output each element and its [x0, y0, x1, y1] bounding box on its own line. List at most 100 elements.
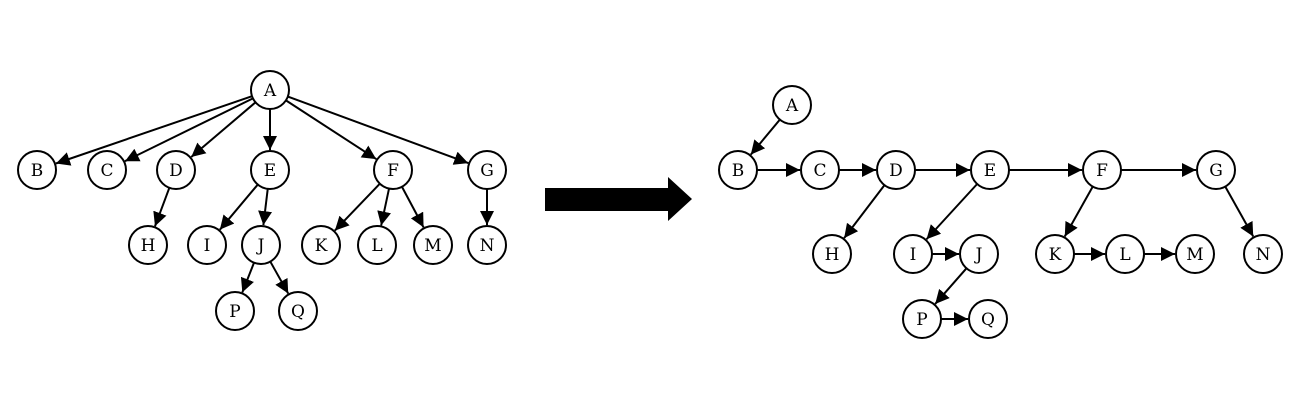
left-tree-nodes: A B C D E F G H I J K L M N P Q [17, 70, 507, 331]
right-edge-a-b [750, 118, 781, 156]
right-node-n: N [1243, 234, 1283, 274]
left-edge-d-h [153, 187, 171, 227]
left-node-label: G [480, 161, 494, 181]
left-node-circle [128, 225, 168, 265]
left-node-h: H [128, 225, 168, 265]
left-edge-f-m [401, 186, 425, 228]
left-node-circle [215, 291, 255, 331]
left-node-label: K [315, 236, 328, 256]
left-node-f: F [373, 150, 413, 190]
right-node-circle [902, 299, 942, 339]
right-node-circle [718, 150, 758, 190]
right-edge-g-n [1224, 186, 1255, 238]
right-node-circle [968, 299, 1008, 339]
left-edge-a-d [190, 101, 257, 158]
left-node-circle [413, 225, 453, 265]
left-node-circle [301, 225, 341, 265]
left-node-circle [278, 291, 318, 331]
right-node-label: B [732, 161, 745, 181]
left-edge-e-j [258, 188, 273, 226]
left-edge-f-l [377, 188, 391, 226]
right-node-label: M [1186, 245, 1203, 265]
left-node-label: F [387, 161, 399, 181]
left-node-circle [250, 70, 290, 110]
right-node-g: G [1196, 150, 1236, 190]
left-node-circle [467, 225, 507, 265]
right-node-q: Q [968, 299, 1008, 339]
left-node-label: B [31, 161, 44, 181]
left-tree-edges [55, 95, 494, 295]
right-node-label: J [974, 245, 983, 265]
left-node-l: L [357, 225, 397, 265]
right-node-label: I [910, 245, 917, 265]
left-node-circle [187, 225, 227, 265]
right-node-m: M [1175, 234, 1215, 274]
left-node-label: Q [291, 302, 305, 322]
right-node-p: P [902, 299, 942, 339]
left-node-b: B [17, 150, 57, 190]
left-node-g: G [467, 150, 507, 190]
right-node-e: E [970, 150, 1010, 190]
right-node-circle [970, 150, 1010, 190]
left-node-circle [156, 150, 196, 190]
left-edge-e-i [219, 183, 259, 231]
right-node-label: N [1256, 245, 1271, 265]
left-node-c: C [87, 150, 127, 190]
right-node-label: E [984, 161, 996, 181]
right-node-i: I [893, 234, 933, 274]
left-node-circle [17, 150, 57, 190]
left-node-label: E [264, 161, 276, 181]
right-node-circle [1105, 234, 1145, 274]
right-node-l: L [1105, 234, 1145, 274]
left-node-label: A [263, 81, 277, 101]
left-node-label: N [480, 236, 495, 256]
left-node-label: J [256, 236, 265, 256]
left-node-label: D [169, 161, 183, 181]
right-node-circle [893, 234, 933, 274]
left-node-label: C [100, 161, 113, 181]
left-node-circle [241, 225, 281, 265]
right-node-label: L [1119, 245, 1130, 265]
right-edge-f-k [1063, 186, 1094, 238]
left-node-label: M [424, 236, 441, 256]
left-edge-f-k [334, 183, 381, 232]
right-node-circle [1175, 234, 1215, 274]
left-node-p: P [215, 291, 255, 331]
right-node-circle [1082, 150, 1122, 190]
left-edge-j-q [269, 261, 290, 295]
right-node-circle [959, 234, 999, 274]
left-edge-j-p [240, 262, 255, 293]
left-node-a: A [250, 70, 290, 110]
right-node-k: K [1035, 234, 1075, 274]
right-node-circle [876, 150, 916, 190]
left-node-label: L [371, 236, 382, 256]
left-node-i: I [187, 225, 227, 265]
right-node-label: G [1209, 161, 1223, 181]
left-node-e: E [250, 150, 290, 190]
right-tree-edges [750, 118, 1255, 326]
left-edge-a-b [55, 95, 253, 166]
right-edge-e-i [925, 183, 978, 240]
left-edge-a-c [124, 97, 254, 163]
left-node-circle [250, 150, 290, 190]
right-tree-nodes: A B C D E F G H I J K L M N P Q [718, 85, 1283, 339]
right-edge-j-p [934, 267, 968, 305]
left-node-n: N [467, 225, 507, 265]
right-node-circle [812, 234, 852, 274]
conversion-arrow [545, 177, 692, 221]
right-node-label: Q [981, 310, 995, 330]
right-node-circle [800, 150, 840, 190]
left-node-j: J [241, 225, 281, 265]
right-node-label: K [1049, 245, 1062, 265]
right-node-circle [1196, 150, 1236, 190]
right-node-label: C [813, 161, 826, 181]
right-node-label: A [785, 96, 799, 116]
right-node-h: H [812, 234, 852, 274]
right-node-d: D [876, 150, 916, 190]
right-node-label: D [889, 161, 903, 181]
right-node-c: C [800, 150, 840, 190]
left-node-k: K [301, 225, 341, 265]
left-node-circle [467, 150, 507, 190]
right-node-a: A [772, 85, 812, 125]
